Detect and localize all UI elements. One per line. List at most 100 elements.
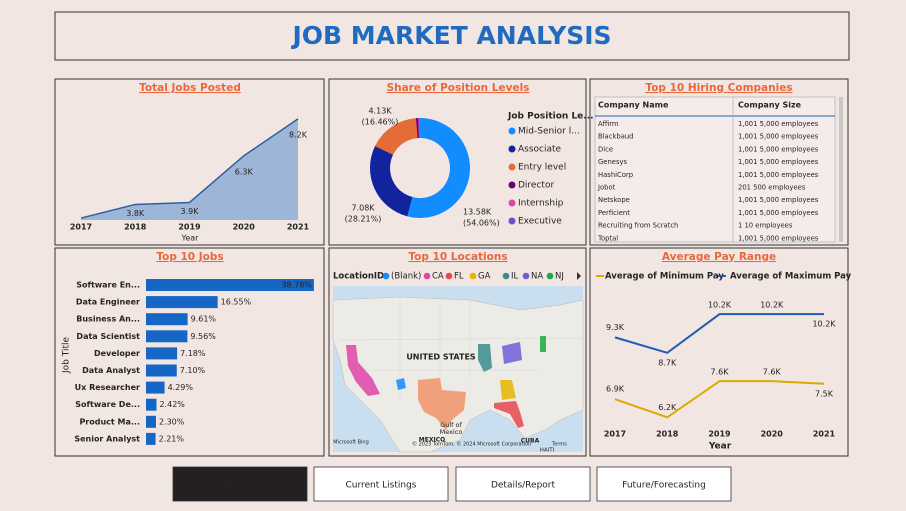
legend-title: Job Position Le... [507, 112, 594, 122]
data-label: 2.21% [159, 434, 185, 443]
nav-button[interactable] [172, 466, 308, 502]
line [614, 380, 825, 419]
y-tick-label: Product Ma... [79, 417, 140, 426]
data-label: 8.7K [658, 358, 677, 367]
x-tick-label: 2021 [287, 223, 310, 232]
table-cell: Genesys [598, 158, 628, 166]
nav-bar: Market Overview Current Listings Details/R… [172, 466, 732, 502]
nav-button[interactable] [455, 466, 591, 502]
table-cell: 1,001 5,000 employees [738, 120, 819, 128]
line [80, 118, 299, 219]
data-label: 7.6K [711, 368, 730, 377]
map-label: CUBA [521, 438, 540, 445]
legend-marker [508, 217, 516, 225]
table-cell: Toptal [597, 234, 618, 242]
nav-button[interactable] [313, 466, 449, 502]
x-tick-label: 2020 [761, 430, 784, 439]
state-shape [418, 378, 466, 430]
bar [146, 381, 165, 394]
scrollbar [839, 97, 843, 242]
legend-label: (Blank) [391, 272, 421, 282]
table-cell: 1,001 5,000 employees [738, 171, 819, 179]
y-tick-label: Business An... [76, 315, 140, 324]
legend-marker [508, 145, 516, 153]
data-label: 6.9K [606, 385, 625, 394]
map-label: HAITI [540, 448, 555, 454]
legend-label: Associate [518, 145, 562, 155]
table-cell: Perficient [598, 209, 630, 217]
bar [146, 432, 156, 445]
nav-button-label[interactable]: Market Overview [202, 481, 278, 491]
data-label: 4.29% [168, 383, 194, 392]
nav-button-label[interactable]: Future/Forecasting [622, 481, 706, 491]
nav-button-label[interactable]: Current Listings [345, 481, 416, 491]
data-label: 7.5K [815, 389, 834, 398]
data-label: 7.6K [763, 368, 782, 377]
data-label: 8.2K [289, 130, 308, 139]
data-label: 2.42% [159, 400, 185, 409]
title-box [54, 11, 850, 61]
y-axis-label: Job Title [62, 337, 72, 374]
bar [146, 415, 156, 428]
legend-label: Entry level [518, 163, 566, 173]
data-label: 9.56% [190, 332, 216, 341]
x-axis-label: Year [181, 234, 200, 243]
legend-marker [508, 127, 516, 135]
table-cell: Recruiting from Scratch [598, 222, 678, 230]
legend-marker [445, 272, 453, 280]
table-cell: 1,001 5,000 employees [738, 234, 819, 242]
data-label: 38.78% [281, 281, 312, 290]
nav-button[interactable] [596, 466, 732, 502]
dashboard-title: JOB MARKET ANALYSIS [290, 21, 611, 50]
panel-title: Top 10 Hiring Companies [645, 82, 792, 94]
data-label: 10.2K [760, 301, 784, 310]
legend-marker [382, 272, 390, 280]
table-cell: Netskope [598, 196, 630, 204]
legend-label: Director [518, 181, 554, 191]
table-cell: 1,001 5,000 employees [738, 133, 819, 141]
data-label: 9.61% [191, 315, 217, 324]
map-label: Terms [551, 442, 567, 448]
legend-marker [508, 199, 516, 207]
data-label: 7.10% [180, 366, 206, 375]
x-tick-label: 2018 [656, 430, 679, 439]
table-frame [594, 96, 836, 243]
table-cell: 1,001 5,000 employees [738, 196, 819, 204]
donut-slice [407, 118, 470, 218]
y-tick-label: Data Scientist [76, 332, 140, 341]
nav-button-label[interactable]: Details/Report [491, 481, 556, 491]
table-cell: 1,001 5,000 employees [738, 158, 819, 166]
region [396, 378, 406, 390]
scroll-arrow [577, 272, 581, 280]
y-tick-label: Data Engineer [76, 298, 140, 307]
region [500, 380, 516, 400]
legend-marker [508, 181, 516, 189]
data-label: 13.58K [463, 208, 492, 217]
legend-marker [423, 272, 431, 280]
map-label: UNITED STATES [406, 353, 476, 362]
legend-marker [502, 272, 510, 280]
x-tick-label: 2019 [708, 430, 731, 439]
data-label: 3.9K [181, 207, 200, 216]
data-label: 7.18% [180, 349, 206, 358]
legend-label: IL [511, 272, 519, 282]
data-label: 16.55% [221, 298, 252, 307]
line [614, 313, 824, 354]
map [332, 286, 584, 453]
y-tick-label: Software En... [76, 281, 140, 290]
region [478, 344, 492, 372]
y-tick-label: Ux Researcher [75, 383, 140, 392]
column-header: Company Name [598, 101, 669, 110]
land [332, 296, 584, 453]
bar [146, 398, 157, 411]
y-tick-label: Data Analyst [82, 366, 140, 375]
legend-marker [522, 272, 530, 280]
panel [589, 78, 849, 246]
data-label: 4.13K [368, 107, 392, 116]
data-label: 7.08K [351, 204, 375, 213]
y-tick-label: Developer [94, 349, 140, 358]
legend-marker [546, 272, 554, 280]
percent-label: (28.21%) [345, 215, 382, 224]
